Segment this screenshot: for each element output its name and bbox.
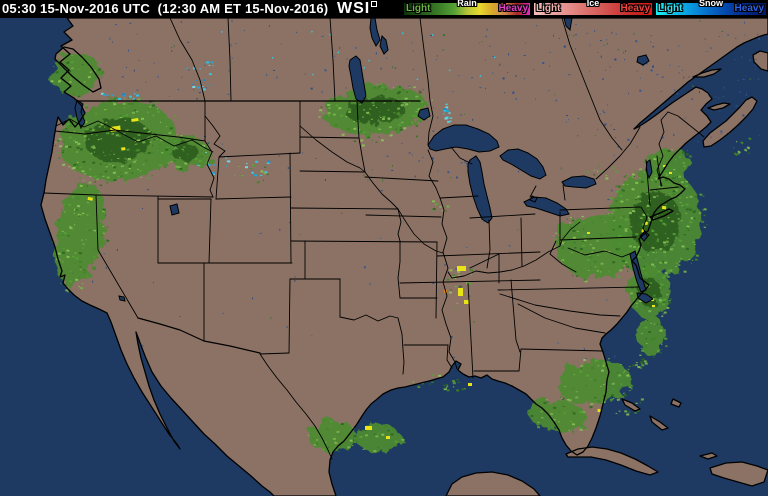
legend-snow-light-label: Light xyxy=(658,3,683,14)
radar-cell-pacific-nw xyxy=(54,96,183,184)
status-bar: 05:30 15-Nov-2016 UTC (12:30 AM ET 15-No… xyxy=(0,0,768,18)
legend-ice-light-label: Light xyxy=(536,3,561,14)
radar-cell-florida-north xyxy=(555,358,632,409)
registered-mark-icon xyxy=(371,1,378,7)
radar-cell-wv-pa-scatter xyxy=(553,217,585,245)
radar-cell-upstate-ny-scatter xyxy=(586,163,619,180)
legend-snow-gradient xyxy=(656,3,766,15)
radar-cell-mid-atlantic xyxy=(553,214,642,283)
radar-cell-georgia-offshore xyxy=(632,354,648,369)
radar-cell-offshore-tail-south xyxy=(638,316,668,358)
legend-rain-light-label: Light xyxy=(406,3,431,14)
international-border xyxy=(77,100,421,354)
radar-cell-oregon-ca-coast xyxy=(51,179,110,293)
radar-cell-iowa-mo-scatter xyxy=(431,200,450,212)
radar-cell-minnesota-scatter xyxy=(353,127,387,147)
radar-cell-florida-atlantic xyxy=(610,386,644,416)
radar-cell-idaho-mt-snow xyxy=(196,152,231,175)
legend-ice: Light Ice Heavy xyxy=(534,0,652,18)
radar-cell-texas-coast-west xyxy=(307,420,357,452)
legend-ice-title: Ice xyxy=(586,0,600,8)
radar-cell-florida-south xyxy=(527,399,601,434)
rivers xyxy=(55,118,581,254)
wsi-logo-text: WSI xyxy=(337,0,371,17)
timestamp: 05:30 15-Nov-2016 UTC (12:30 AM ET 15-No… xyxy=(2,1,329,16)
legend-rain-gradient xyxy=(404,3,530,15)
legend-ice-gradient xyxy=(534,3,652,15)
legend-rain-heavy-label: Heavy xyxy=(498,3,528,14)
wsi-logo: WSI xyxy=(337,0,378,18)
legend-ice-heavy-label: Heavy xyxy=(620,3,650,14)
radar-cell-bc-alberta-snow xyxy=(186,61,214,91)
radar-map xyxy=(0,18,768,496)
state-borders xyxy=(43,18,705,460)
radar-cell-texas-coast-east xyxy=(355,425,405,452)
precip-legend: Light Rain Heavy Light Ice Heavy Light S… xyxy=(404,0,766,18)
radar-cell-louisiana-coast-2 xyxy=(443,379,466,392)
legend-snow: Light Snow Heavy xyxy=(656,0,766,18)
radar-cell-montana-rain-specks xyxy=(234,164,269,184)
radar-cell-ontario-snow-streak xyxy=(442,103,453,123)
radar-cell-louisiana-coast xyxy=(412,374,472,392)
legend-rain: Light Rain Heavy xyxy=(404,0,530,18)
radar-cell-wa-top-flecks xyxy=(100,92,140,100)
legend-snow-title: Snow xyxy=(699,0,723,8)
legend-rain-title: Rain xyxy=(457,0,477,8)
radar-cell-novascotia-offshore xyxy=(733,137,752,157)
radar-cell-manitoba-band xyxy=(318,83,434,139)
legend-snow-heavy-label: Heavy xyxy=(734,3,764,14)
